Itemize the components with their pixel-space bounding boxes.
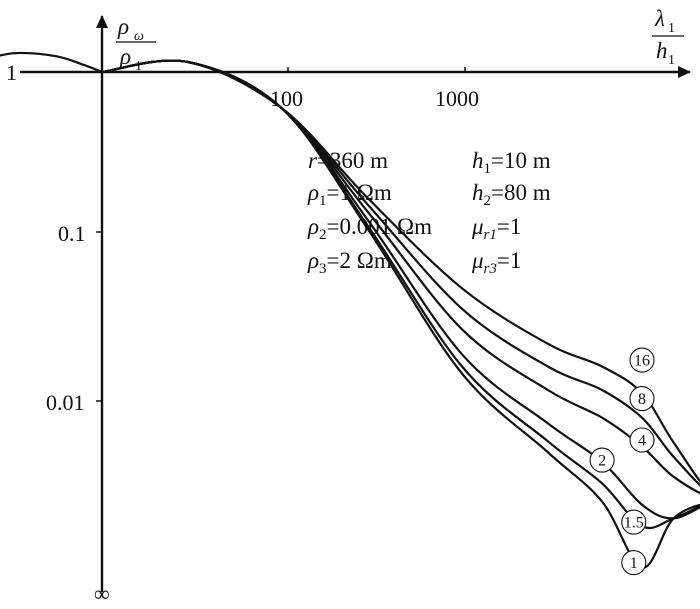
- curve-label-2: 2: [598, 453, 606, 470]
- param-mur3-sym: μ: [471, 248, 484, 273]
- param-rho1-sub: 1: [319, 193, 327, 209]
- y-tick-label-1: 1: [6, 60, 17, 85]
- param-mur1-sub: r1: [484, 227, 497, 243]
- param-h1: h1=10 m: [472, 148, 551, 177]
- param-mur3: μr3=1: [471, 248, 521, 277]
- x-tick-label-1000: 1000: [435, 86, 479, 111]
- y-label-denominator: ρ: [119, 44, 131, 69]
- param-h1-sym: h: [472, 148, 484, 173]
- param-rho3: ρ3=2 Ωm: [307, 248, 392, 277]
- curve-label-1: 1: [630, 555, 638, 572]
- curve-label-circle-1-5: [621, 509, 647, 535]
- param-r-sym: r: [308, 148, 318, 173]
- param-mur1: μr1=1: [471, 214, 521, 243]
- param-rho3-value: =2 Ωm: [327, 248, 392, 273]
- y-label-numerator-sub: ω: [134, 29, 144, 44]
- curve-series-2: [100, 59, 700, 520]
- param-rho1-sym: ρ: [307, 180, 319, 205]
- curve-labels-group: 16 8 4 2 1.5 1: [589, 347, 655, 576]
- x-label-denominator-sub: 1: [668, 53, 675, 68]
- param-h2-value: =80 m: [491, 180, 551, 205]
- param-mur3-sub: r3: [484, 261, 497, 277]
- curve-label-circle-4: [629, 427, 655, 453]
- y-label-denominator-sub: 1: [135, 59, 142, 74]
- curve-label-circle-16: [629, 347, 655, 373]
- y-tick-label-0.1: 0.1: [58, 221, 86, 246]
- param-rho3-sub: 3: [319, 261, 327, 277]
- param-rho3-sym: ρ: [307, 248, 319, 273]
- curves-group: [0, 51, 700, 569]
- curve-shared-hump: [0, 51, 104, 74]
- curve-label-16: 16: [634, 353, 650, 370]
- y-axis-label: ρ ω ρ 1: [116, 14, 156, 74]
- curve-label-circle-2: [589, 447, 615, 473]
- y-bottom-label-infinity: ∞: [94, 581, 110, 606]
- y-tick-label-0.01: 0.01: [46, 390, 85, 415]
- param-h1-value: =10 m: [491, 148, 551, 173]
- x-axis-label: λ 1 h 1: [652, 6, 684, 68]
- curve-label-circle-1: [621, 550, 647, 576]
- x-label-numerator-sub: 1: [668, 21, 675, 36]
- curve-series-1: [100, 59, 700, 569]
- param-mur3-value: =1: [497, 248, 521, 273]
- param-h2-sym: h: [472, 180, 484, 205]
- x-tick-label-100: 100: [270, 86, 303, 111]
- param-rho2-sym: ρ: [307, 214, 319, 239]
- param-h2-sub: 2: [484, 193, 492, 209]
- param-h2: h2=80 m: [472, 180, 551, 209]
- y-label-numerator: ρ: [117, 14, 129, 39]
- param-h1-sub: 1: [484, 161, 492, 177]
- param-mur1-value: =1: [497, 214, 521, 239]
- curve-label-8: 8: [638, 391, 646, 408]
- curve-label-circle-8: [629, 386, 655, 412]
- curve-label-4: 4: [638, 433, 646, 450]
- param-mur1-sym: μ: [471, 214, 484, 239]
- curve-label-1-5: 1.5: [624, 515, 644, 532]
- param-rho2-sub: 2: [319, 227, 327, 243]
- x-label-numerator: λ: [654, 6, 665, 31]
- x-label-denominator: h: [656, 38, 668, 63]
